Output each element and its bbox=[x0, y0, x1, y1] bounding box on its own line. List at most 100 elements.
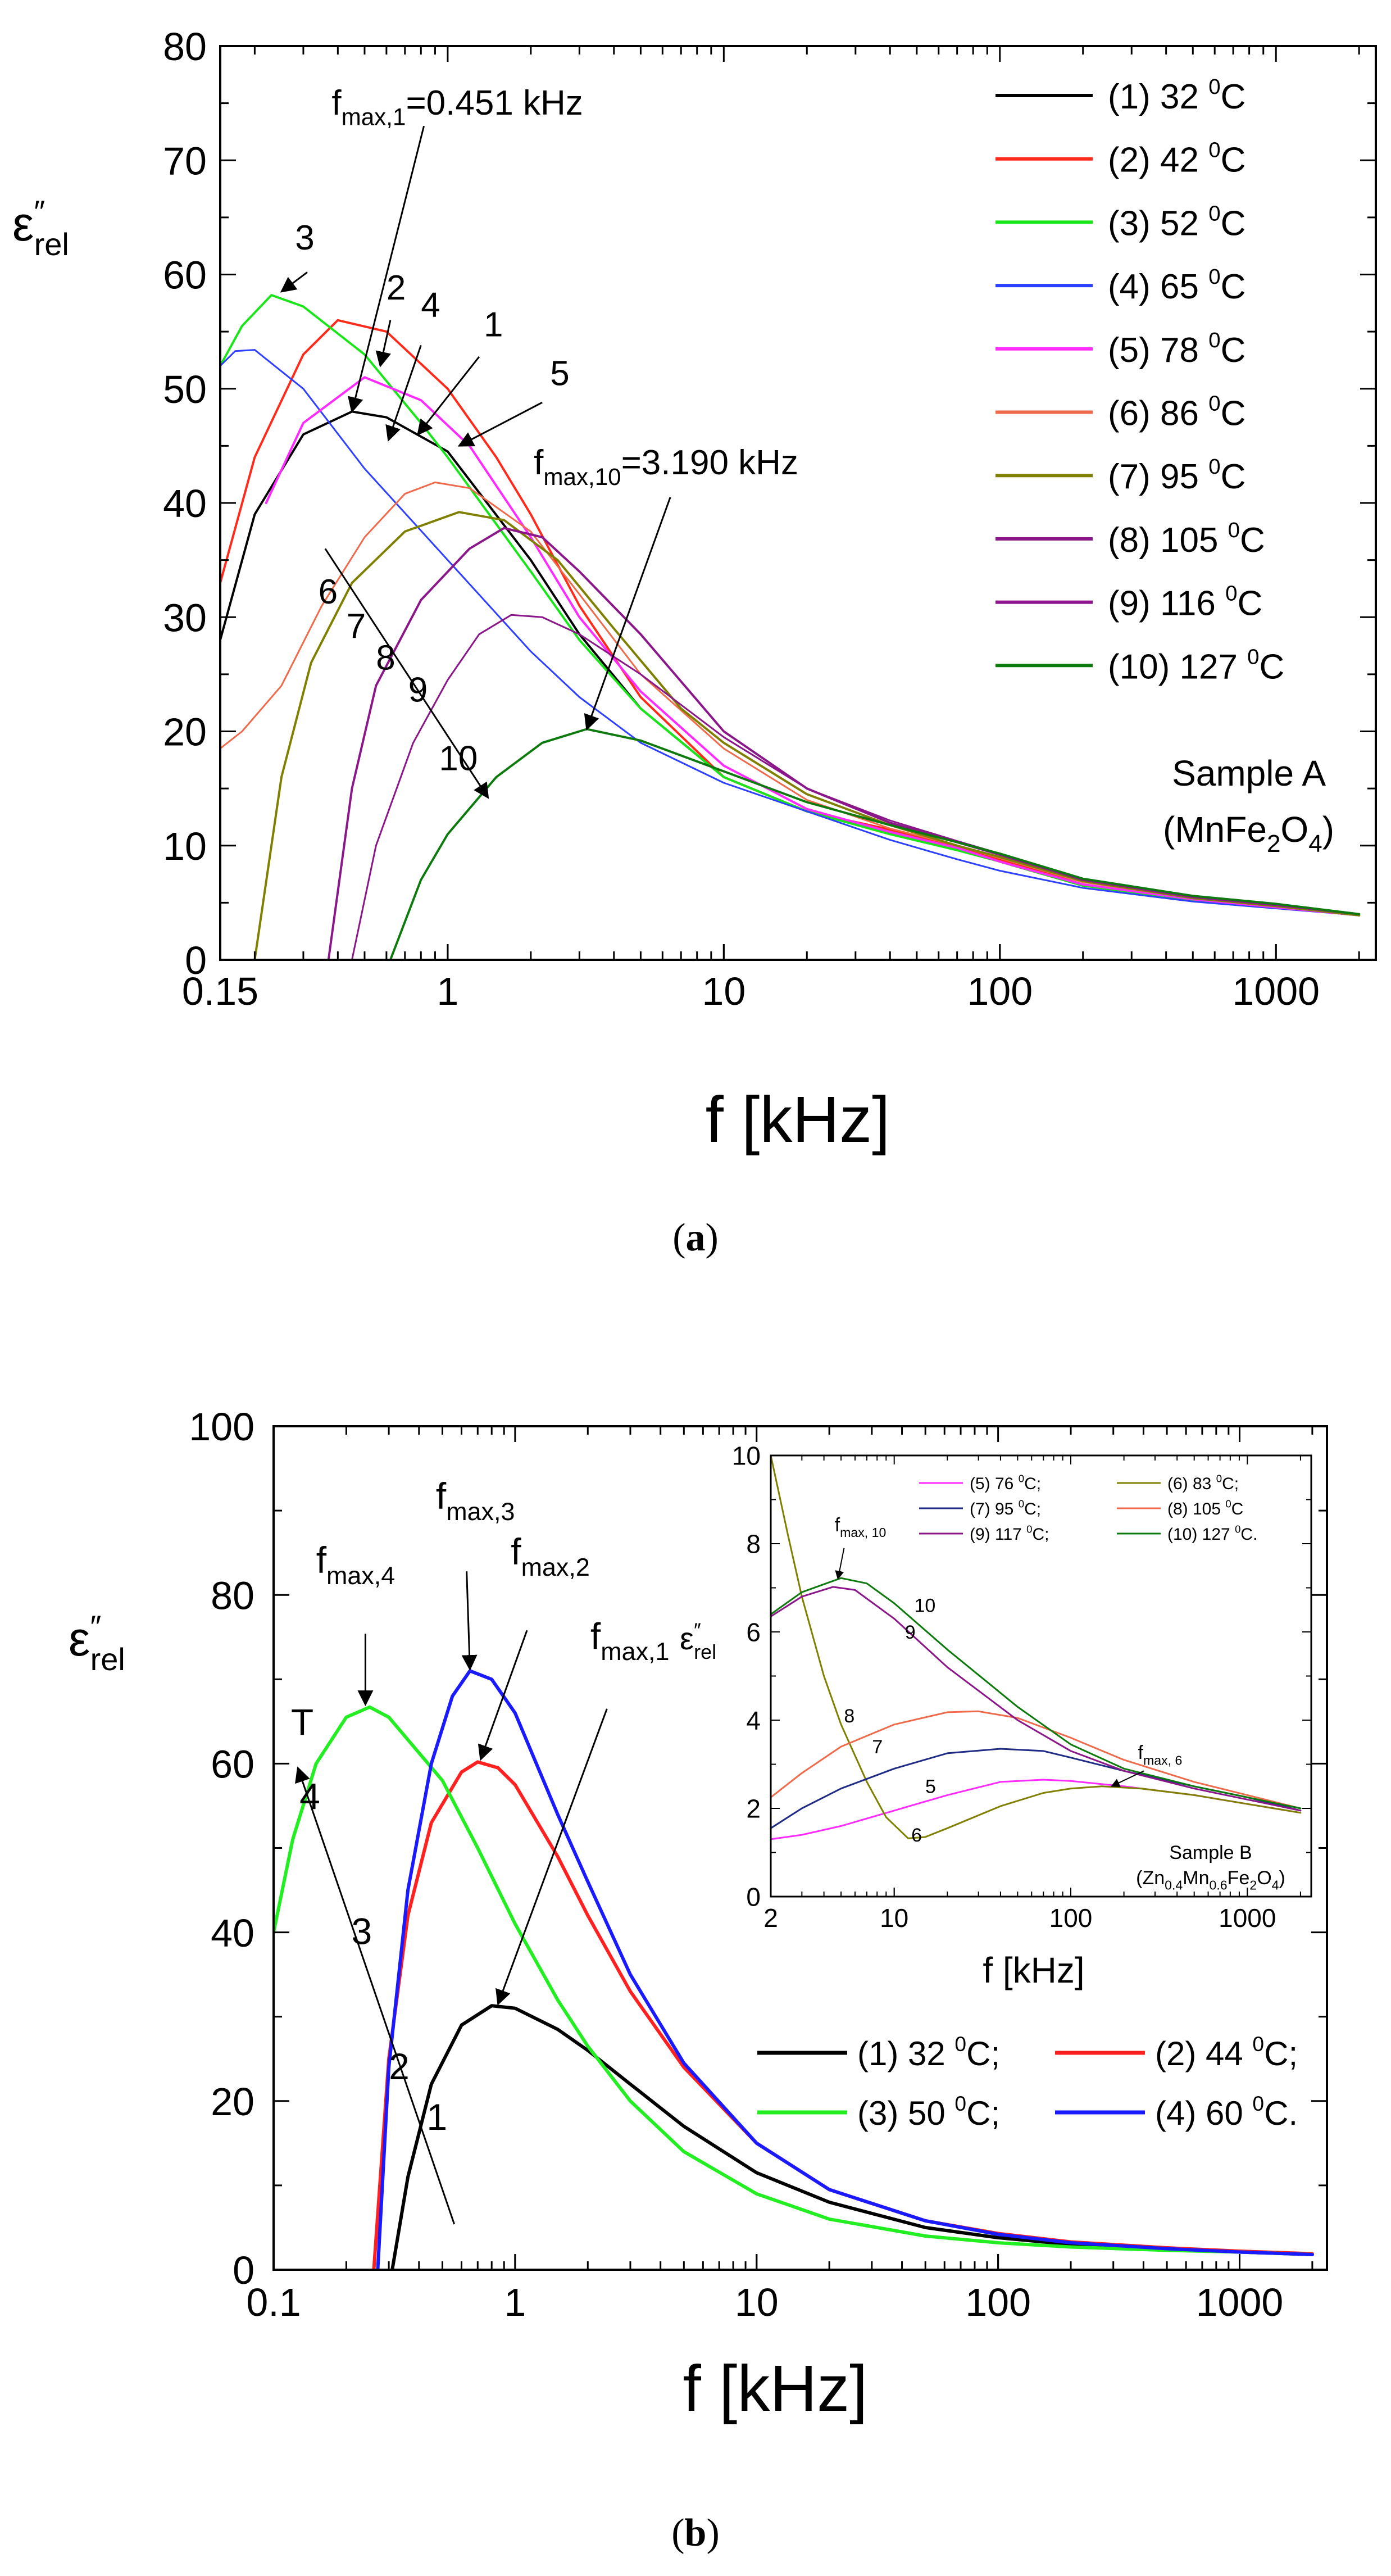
legend-unit: C; bbox=[1024, 1475, 1041, 1493]
inset-x-axis-label: f [kHz] bbox=[983, 1950, 1084, 1990]
degree-sup: 0 bbox=[1247, 645, 1259, 669]
y-tick-label: 10 bbox=[163, 824, 207, 868]
legend-text: (5) 78 bbox=[1108, 331, 1208, 370]
legend-label: (7) 95 0C bbox=[1108, 455, 1245, 496]
x-tick-label: 0.15 bbox=[182, 969, 258, 1013]
annotation-arrow bbox=[385, 345, 422, 442]
annotation-main: 5 bbox=[925, 1776, 936, 1798]
annotation-subscript: max, 10 bbox=[840, 1525, 886, 1540]
legend-unit: C. bbox=[1240, 1525, 1257, 1544]
annotation-main: f bbox=[1138, 1742, 1144, 1763]
annotation-subscript: max,3 bbox=[446, 1497, 515, 1526]
formula-subscript: 4 bbox=[1308, 830, 1322, 858]
x-tick-label: 100 bbox=[1049, 1903, 1093, 1933]
annotation-text: 1 bbox=[426, 2096, 447, 2138]
y-tick-label: 30 bbox=[163, 596, 207, 640]
annotation-main: 1 bbox=[426, 2096, 447, 2138]
annotation-arrow bbox=[584, 497, 671, 731]
inset-legend-label: (8) 105 0C bbox=[1167, 1498, 1243, 1518]
annotation-main: f bbox=[835, 1514, 840, 1536]
y-tick-label: 100 bbox=[189, 1405, 254, 1449]
annotation-main: 5 bbox=[550, 355, 569, 393]
annotation-main: 7 bbox=[347, 607, 366, 646]
x-tick-label: 1000 bbox=[1196, 2280, 1284, 2324]
ylabel-subscript: rel bbox=[694, 1640, 716, 1663]
legend-text: (4) 60 bbox=[1155, 2094, 1252, 2132]
annotation-main: 2 bbox=[387, 269, 406, 307]
annotation-main: 4 bbox=[421, 286, 440, 325]
legend-label: (8) 105 0C bbox=[1108, 518, 1265, 560]
annotation-main: f bbox=[316, 1539, 327, 1581]
annotation-main: 1 bbox=[484, 305, 503, 344]
series-line bbox=[771, 1586, 1302, 1812]
annotation-subscript: max, 6 bbox=[1143, 1753, 1182, 1767]
legend-text: (1) 32 bbox=[857, 2035, 954, 2072]
legend-label: (1) 32 0C; bbox=[857, 2032, 1000, 2072]
ylabel-epsilon: ε bbox=[12, 197, 34, 251]
formula-text: O bbox=[1280, 809, 1308, 850]
x-axis-label: f [kHz] bbox=[683, 2352, 868, 2425]
legend-text: (4) 65 bbox=[1108, 267, 1208, 306]
x-tick-label: 1 bbox=[437, 969, 458, 1013]
series-line bbox=[253, 511, 1361, 960]
legend-unit: C bbox=[1221, 78, 1246, 116]
y-tick-label: 8 bbox=[746, 1530, 761, 1559]
annotation-tail: =3.190 kHz bbox=[621, 443, 798, 482]
ylabel-subscript: rel bbox=[34, 226, 69, 262]
annotation-arrow bbox=[324, 548, 489, 799]
annotation-text: 5 bbox=[925, 1776, 936, 1798]
series-line bbox=[274, 1705, 1314, 2256]
degree-sup: 0 bbox=[1235, 1523, 1240, 1535]
degree-sup: 0 bbox=[1208, 138, 1220, 162]
annotation-text: 8 bbox=[844, 1706, 854, 1727]
annotation-text: 6 bbox=[319, 573, 338, 611]
legend-label: (5) 78 0C bbox=[1108, 328, 1245, 370]
annotation-text: 9 bbox=[408, 671, 428, 710]
annotation-subscript: max,1 bbox=[342, 104, 406, 130]
formula-subscript: 0.4 bbox=[1165, 1878, 1183, 1893]
legend-text: (10) 127 bbox=[1167, 1525, 1235, 1544]
annotation-main: f bbox=[534, 443, 544, 482]
panel-paren: ( bbox=[671, 2511, 684, 2555]
annotation-subscript: max,2 bbox=[521, 1553, 590, 1581]
y-tick-label: 2 bbox=[746, 1794, 761, 1824]
y-tick-label: 60 bbox=[211, 1743, 254, 1786]
legend-unit: C bbox=[1240, 521, 1265, 560]
formula-text: ) bbox=[1322, 809, 1334, 850]
annotation-arrow bbox=[496, 1708, 608, 2006]
annotation-main: 4 bbox=[299, 1775, 320, 1817]
series-line bbox=[220, 349, 1360, 917]
x-tick-label: 100 bbox=[965, 2280, 1031, 2324]
degree-sup: 0 bbox=[1208, 201, 1220, 225]
legend-text: (6) 83 bbox=[1167, 1475, 1216, 1493]
x-tick-label: 10 bbox=[702, 969, 745, 1013]
annotation-subscript: max,1 bbox=[601, 1637, 669, 1666]
legend-text: (8) 105 bbox=[1108, 521, 1228, 560]
annotation-main: f bbox=[436, 1475, 447, 1517]
annotation-text: 2 bbox=[389, 2046, 410, 2087]
x-tick-label: 1000 bbox=[1219, 1903, 1276, 1933]
ylabel-primes: ″ bbox=[694, 1619, 701, 1642]
legend-unit: C bbox=[1221, 457, 1246, 496]
degree-sup: 0 bbox=[1225, 1498, 1231, 1509]
legend-label: (3) 52 0C bbox=[1108, 201, 1245, 243]
legend-unit: C bbox=[1221, 204, 1246, 243]
ylabel-primes: ″ bbox=[90, 1608, 101, 1644]
annotation-text: 10 bbox=[439, 740, 478, 778]
x-tick-label: 0.1 bbox=[246, 2280, 301, 2324]
series-line bbox=[389, 728, 1361, 960]
panel-letter: b bbox=[685, 2511, 707, 2555]
annotation-text: fmax,4 bbox=[316, 1539, 396, 1590]
legend-label: (2) 44 0C; bbox=[1155, 2032, 1298, 2072]
annotation-arrow bbox=[348, 125, 425, 414]
legend-text: (9) 117 bbox=[970, 1525, 1026, 1544]
inset-legend-label: (7) 95 0C; bbox=[970, 1498, 1041, 1518]
y-tick-label: 40 bbox=[211, 1911, 254, 1955]
legend-label: (2) 42 0C bbox=[1108, 138, 1245, 180]
y-tick-label: 0 bbox=[185, 938, 207, 982]
y-tick-label: 60 bbox=[163, 253, 207, 297]
degree-sup: 0 bbox=[1208, 75, 1220, 99]
